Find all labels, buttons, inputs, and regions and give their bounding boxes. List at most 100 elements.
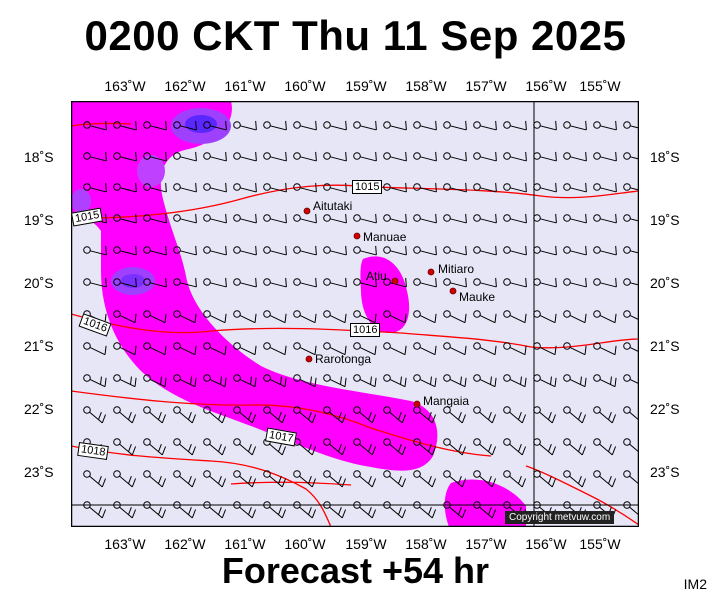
wind-barb-feather xyxy=(225,213,227,223)
wind-barb-feather xyxy=(548,412,552,420)
wind-barb-staff xyxy=(330,282,347,288)
wind-barb-station xyxy=(473,121,481,129)
wind-barb-staff xyxy=(90,250,107,256)
wind-barb-feather xyxy=(491,509,497,519)
place-dot xyxy=(305,355,313,363)
wind-barb-staff xyxy=(569,411,583,424)
wind-barb-station xyxy=(173,183,181,191)
wind-barb-staff xyxy=(629,346,639,353)
wind-barb-station xyxy=(443,470,451,478)
wind-barb-station xyxy=(323,121,331,129)
wind-barb-station xyxy=(263,406,271,414)
wind-barb-station xyxy=(623,152,631,160)
wind-barb-feather xyxy=(128,444,132,452)
wind-barb-feather xyxy=(131,478,137,488)
wind-barb-staff xyxy=(450,218,467,224)
wind-barb-feather xyxy=(134,313,137,323)
wind-barb-station xyxy=(503,342,511,350)
wind-barb-feather xyxy=(371,414,377,424)
wind-barb-feather xyxy=(405,120,407,130)
wind-barb-feather xyxy=(188,507,192,515)
wind-barb-station xyxy=(263,152,271,160)
wind-barb-feather xyxy=(488,507,492,515)
wind-barb-feather xyxy=(428,444,432,452)
wind-barb-feather xyxy=(430,376,432,385)
wind-barb-station xyxy=(293,406,301,414)
wind-barb-staff xyxy=(179,475,193,488)
wind-barb-station xyxy=(503,470,511,478)
wind-barb-staff xyxy=(240,156,257,162)
wind-barb-feather xyxy=(435,277,437,287)
wind-barb-station xyxy=(143,121,151,129)
wind-barb-station xyxy=(533,121,541,129)
wind-barb-station xyxy=(533,470,541,478)
wind-barb-feather xyxy=(431,509,437,519)
wind-barb-staff xyxy=(389,378,406,388)
wind-barb-feather xyxy=(525,182,527,192)
wind-barb-feather xyxy=(195,213,197,223)
wind-barb-feather xyxy=(375,151,377,161)
wind-barb-feather xyxy=(341,478,347,488)
wind-barb-staff xyxy=(359,443,373,456)
wind-barb-station xyxy=(473,246,481,254)
wind-barb-staff xyxy=(150,187,167,193)
forecast-map xyxy=(71,101,639,527)
place-dot xyxy=(353,232,361,240)
wind-barb-station xyxy=(203,342,211,350)
place-dot xyxy=(449,287,457,295)
wind-barb-staff xyxy=(89,475,103,488)
wind-barb-feather xyxy=(491,414,497,424)
wind-barb-staff xyxy=(179,411,193,424)
wind-barb-feather xyxy=(398,507,402,515)
wind-barb-feather xyxy=(165,277,167,287)
wind-barb-staff xyxy=(629,506,639,516)
wind-barb-station xyxy=(563,310,571,318)
wind-barb-station xyxy=(503,183,511,191)
wind-barb-feather xyxy=(158,476,162,484)
wind-barb-station xyxy=(593,183,601,191)
wind-barb-station xyxy=(563,246,571,254)
wind-barb-feather xyxy=(580,376,582,385)
wind-barb-station xyxy=(113,278,121,286)
wind-barb-station xyxy=(143,214,151,222)
lon-label-top: 156˚W xyxy=(525,78,567,94)
wind-barb-station xyxy=(503,121,511,129)
wind-barb-feather xyxy=(405,277,407,287)
wind-barb-station xyxy=(113,246,121,254)
wind-barb-feather xyxy=(488,412,492,420)
wind-barb-feather xyxy=(368,412,372,420)
wind-barb-feather xyxy=(521,478,527,488)
wind-barb-station xyxy=(263,246,271,254)
wind-barb-station xyxy=(143,310,151,318)
wind-barb-staff xyxy=(120,282,137,288)
wind-barb-station xyxy=(143,501,151,509)
wind-barb-staff xyxy=(570,218,587,224)
wind-barb-station xyxy=(113,501,121,509)
lat-label-left: 21˚S xyxy=(24,338,54,354)
wind-barb-station xyxy=(143,183,151,191)
wind-barb-feather xyxy=(105,151,107,161)
wind-barb-station xyxy=(143,342,151,350)
wind-barb-station xyxy=(173,374,181,382)
wind-barb-staff xyxy=(149,411,163,424)
wind-barb-staff xyxy=(149,475,163,488)
wind-barb-feather xyxy=(428,476,432,484)
wind-barb-feather xyxy=(278,412,282,420)
wind-barb-station xyxy=(383,501,391,509)
wind-barb-feather xyxy=(491,478,497,488)
wind-barb-station xyxy=(173,342,181,350)
wind-barb-staff xyxy=(600,125,617,131)
map-title: 0200 CKT Thu 11 Sep 2025 xyxy=(84,12,627,59)
wind-barb-feather xyxy=(465,277,467,287)
wind-barb-feather xyxy=(104,345,107,355)
wind-barb-staff xyxy=(180,187,197,193)
wind-barb-feather xyxy=(555,182,557,192)
wind-barb-station xyxy=(503,406,511,414)
wind-barb-feather xyxy=(434,313,437,323)
wind-barb-staff xyxy=(360,250,377,256)
wind-barb-feather xyxy=(434,345,437,355)
wind-barb-feather xyxy=(225,182,227,192)
wind-barb-station xyxy=(233,152,241,160)
wind-barb-station xyxy=(623,438,631,446)
wind-barb-station xyxy=(233,214,241,222)
